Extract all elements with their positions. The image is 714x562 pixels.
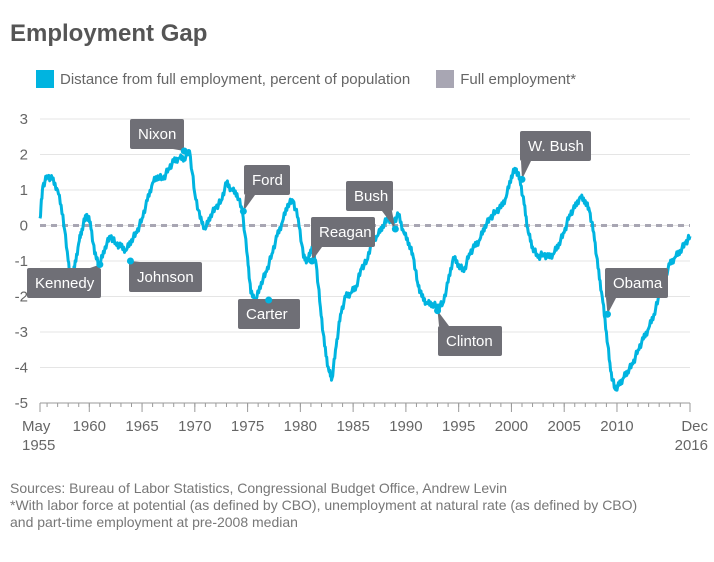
x-axis: May 1955 1960 1965 1970 1975 1980 1985 1990 1995 2… bbox=[22, 402, 708, 454]
x-tick-label: May bbox=[22, 418, 51, 435]
legend-swatch-gap bbox=[36, 70, 54, 88]
x-tick-label-year: 1955 bbox=[22, 437, 55, 454]
annotation-label: Kennedy bbox=[35, 275, 95, 292]
annotation-label: Obama bbox=[613, 275, 663, 292]
y-tick-label: 0 bbox=[20, 218, 28, 235]
y-tick-label: -1 bbox=[15, 253, 28, 270]
annotation-pointer bbox=[606, 298, 616, 315]
y-tick-label: -2 bbox=[15, 289, 28, 306]
x-tick-label: 1965 bbox=[125, 418, 158, 435]
annotation-marker bbox=[434, 307, 442, 315]
x-tick-label: 1985 bbox=[336, 418, 369, 435]
annotation-box bbox=[130, 119, 184, 149]
series-lines bbox=[38, 149, 692, 392]
x-tick-label: 1995 bbox=[442, 418, 475, 435]
annotation-marker bbox=[239, 207, 247, 215]
chart-legend: Distance from full employment, percent o… bbox=[36, 70, 602, 88]
annotation-clinton: Clinton bbox=[434, 307, 502, 356]
annotation-box bbox=[438, 326, 502, 356]
annotation-marker bbox=[518, 175, 526, 183]
annotation-johnson: Johnson bbox=[126, 257, 202, 292]
annotation-w-bush: W. Bush bbox=[518, 131, 591, 183]
y-tick-label: -5 bbox=[15, 395, 28, 412]
y-tick-label: 1 bbox=[20, 182, 28, 199]
y-tick-label: 3 bbox=[20, 111, 28, 128]
x-tick-label: Dec bbox=[681, 418, 708, 435]
x-tick-label: 1975 bbox=[231, 418, 264, 435]
annotation-marker bbox=[265, 296, 273, 304]
annotation-pointer bbox=[382, 211, 396, 230]
footnote: *With labor force at potential (as defin… bbox=[10, 497, 638, 530]
x-tick-label: 1980 bbox=[284, 418, 317, 435]
annotation-box bbox=[238, 299, 300, 329]
annotation-pointer bbox=[311, 247, 322, 261]
annotation-label: Johnson bbox=[137, 269, 194, 286]
legend-item-gap: Distance from full employment, percent o… bbox=[36, 70, 410, 88]
annotation-marker bbox=[308, 257, 316, 265]
annotation-label: Bush bbox=[354, 188, 388, 205]
annotation-marker bbox=[180, 147, 188, 155]
x-tick-label: 1990 bbox=[389, 418, 422, 435]
legend-label-gap: Distance from full employment, percent o… bbox=[60, 70, 411, 88]
annotation-marker bbox=[126, 257, 134, 265]
x-tick-label: 2000 bbox=[495, 418, 528, 435]
legend-item-full-employment: Full employment* bbox=[436, 70, 576, 88]
annotation-carter: Carter bbox=[238, 296, 300, 329]
annotation-marker bbox=[391, 225, 399, 233]
annotation-label: Clinton bbox=[446, 333, 493, 350]
y-tick-label: 2 bbox=[20, 147, 28, 164]
x-tick-label: 2010 bbox=[600, 418, 633, 435]
annotation-ford: Ford bbox=[239, 165, 290, 215]
x-tick-label: 1960 bbox=[73, 418, 106, 435]
y-tick-label: -4 bbox=[15, 360, 28, 377]
annotation-bush: Bush bbox=[346, 181, 399, 233]
annotation-kennedy: Kennedy bbox=[27, 261, 104, 298]
annotation-pointer bbox=[521, 161, 531, 180]
chart-notes: Sources: Bureau of Labor Statistics, Con… bbox=[10, 480, 650, 531]
legend-label-full-employment: Full employment* bbox=[460, 70, 577, 88]
annotation-nixon: Nixon bbox=[130, 119, 188, 155]
annotation-marker bbox=[96, 261, 104, 269]
x-tick-label: 1970 bbox=[178, 418, 211, 435]
annotation-box bbox=[520, 131, 591, 161]
annotation-marker bbox=[603, 310, 611, 318]
annotation-pointer bbox=[243, 195, 255, 212]
chart-annotations: Kennedy Johnson Nixon Ford Carter Reagan Bush C… bbox=[27, 119, 668, 356]
legend-swatch-full-employment bbox=[436, 70, 455, 88]
annotation-pointer bbox=[437, 310, 449, 326]
y-tick-label: -3 bbox=[15, 324, 28, 341]
annotation-box bbox=[27, 268, 101, 298]
annotation-label: Nixon bbox=[138, 126, 176, 143]
annotation-box bbox=[244, 165, 290, 195]
annotation-label: W. Bush bbox=[528, 138, 584, 155]
y-axis: 3 2 1 0 -1 -2 -3 -4 -5 bbox=[15, 111, 28, 412]
annotation-obama: Obama bbox=[603, 268, 668, 318]
series-line-employment-gap bbox=[38, 149, 692, 392]
annotation-box bbox=[129, 262, 202, 292]
annotation-box bbox=[311, 217, 375, 247]
annotation-box bbox=[605, 268, 668, 298]
x-tick-label: 2005 bbox=[548, 418, 581, 435]
page-title: Employment Gap bbox=[10, 20, 208, 47]
annotation-reagan: Reagan bbox=[308, 217, 375, 265]
annotation-label: Reagan bbox=[319, 224, 372, 241]
annotation-label: Carter bbox=[246, 306, 288, 323]
annotation-label: Ford bbox=[252, 172, 283, 189]
x-tick-label-year: 2016 bbox=[675, 437, 708, 454]
sources-note: Sources: Bureau of Labor Statistics, Con… bbox=[10, 480, 508, 496]
annotation-box bbox=[346, 181, 393, 211]
line-chart: 3 2 1 0 -1 -2 -3 -4 -5 May 1955 1960 1965 1970 1975 19… bbox=[15, 111, 709, 454]
